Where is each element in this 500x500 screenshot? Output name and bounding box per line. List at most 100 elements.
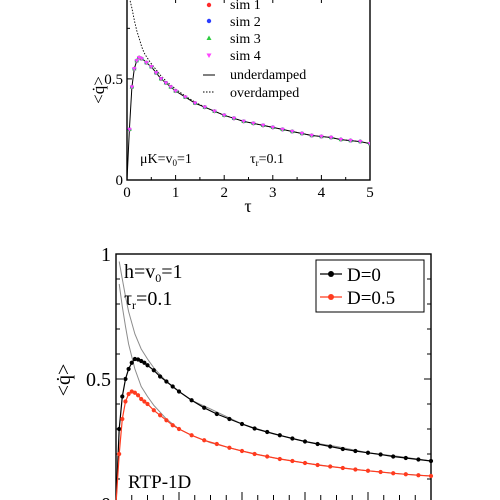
top-point-sim4 xyxy=(299,131,305,136)
top-point-sim4 xyxy=(168,85,173,90)
bottom-point-D=0 xyxy=(353,448,358,454)
bottom-point-D=0 xyxy=(139,358,144,364)
bottom-point-D=0.5 xyxy=(139,396,144,402)
bottom-point-D=0 xyxy=(142,360,147,365)
top-legend: sim 1 sim 2 sim 3 sim 4 underdamped over… xyxy=(203,0,306,101)
legend-label-overdamped: overdamped xyxy=(230,86,299,101)
bottom-point-D=0.5 xyxy=(176,426,182,432)
top-point-sim4 xyxy=(144,61,149,65)
bottom-point-D=0 xyxy=(428,458,434,464)
top-point-sim4 xyxy=(241,119,246,124)
bottom-y-tick-label: 0 xyxy=(101,494,111,500)
top-annotation-taur: τr=0.1 xyxy=(250,152,284,168)
top-xlabel: τ xyxy=(244,196,251,216)
bottom-point-D=0 xyxy=(120,394,125,399)
top-point-sim4 xyxy=(367,142,370,146)
bottom-point-D=0 xyxy=(227,416,232,422)
bottom-point-D=0 xyxy=(123,376,128,382)
top-point-sim4 xyxy=(136,56,142,60)
bottom-point-D=0 xyxy=(170,384,175,389)
top-point-sim4 xyxy=(338,137,344,142)
top-point-sim4 xyxy=(358,139,363,144)
bottom-point-D=0.5 xyxy=(145,401,150,407)
legend-marker-sim2 xyxy=(206,18,212,24)
top-point-sim4 xyxy=(163,81,169,86)
top-point-sim4 xyxy=(260,123,266,128)
top-point-sim4 xyxy=(158,77,164,82)
top-point-sim4 xyxy=(173,89,178,94)
top-point-sim4 xyxy=(139,57,144,61)
bottom-legend: D=0 D=0.5 xyxy=(315,259,425,313)
bottom-point-D=0.5 xyxy=(142,399,147,404)
top-series-line-overdamped xyxy=(129,0,370,145)
top-y-tick-label: 0.5 xyxy=(104,72,123,88)
bottom-point-D=0 xyxy=(214,411,219,417)
top-chart: 0 1 2 3 4 5 0 0.5 sim 1 sim 2 sim 3 sim 4 under… xyxy=(89,0,374,216)
bottom-series-layer xyxy=(115,261,434,500)
legend-label-underdamped: underdamped xyxy=(230,68,306,83)
bottom-point-D=0.5 xyxy=(117,451,122,457)
bottom-point-D=0.5 xyxy=(378,469,383,475)
legend-label-d05: D=0.5 xyxy=(347,288,395,309)
bottom-point-D=0.5 xyxy=(158,413,163,418)
bottom-legend-box xyxy=(315,259,425,313)
top-point-sim4 xyxy=(251,121,256,126)
bottom-point-D=0.5 xyxy=(120,416,125,422)
bottom-point-D=0.5 xyxy=(365,468,371,473)
top-annotation-muk: μK=v0=1 xyxy=(140,152,192,168)
bottom-point-D=0 xyxy=(340,446,345,452)
bottom-point-D=0.5 xyxy=(227,445,232,450)
bottom-annotation-rtp: RTP-1D xyxy=(128,472,191,493)
legend-label-d0: D=0 xyxy=(347,265,381,286)
bottom-annotation-h: h=v0=1 xyxy=(124,261,183,285)
bottom-point-D=0 xyxy=(176,389,182,394)
bottom-point-D=0 xyxy=(328,444,333,449)
top-x-tick-label: 0 xyxy=(123,185,131,201)
top-x-tick-label: 2 xyxy=(220,185,228,201)
bottom-point-D=0 xyxy=(145,363,150,368)
top-point-sim4 xyxy=(192,101,198,106)
bottom-point-D=0 xyxy=(151,368,156,373)
bottom-point-D=0.5 xyxy=(126,391,131,397)
bottom-point-D=0.5 xyxy=(340,465,345,471)
bottom-point-D=0.5 xyxy=(170,423,175,428)
bottom-point-D=0 xyxy=(277,433,282,438)
bottom-point-D=0.5 xyxy=(164,418,169,423)
bottom-point-D=0.5 xyxy=(277,456,282,462)
bottom-point-D=0.5 xyxy=(132,390,137,395)
bottom-point-D=0 xyxy=(378,452,383,457)
legend-label-sim1: sim 1 xyxy=(230,0,261,13)
top-point-sim4 xyxy=(129,85,135,90)
top-point-sim4 xyxy=(222,113,227,118)
bottom-y-tick-label: 1 xyxy=(101,244,111,266)
bottom-point-D=0.5 xyxy=(151,408,156,413)
bottom-point-D=0 xyxy=(239,421,245,427)
legend-marker-d05 xyxy=(328,294,334,300)
bottom-point-D=0.5 xyxy=(353,467,358,472)
top-point-sim4 xyxy=(183,95,188,100)
bottom-point-D=0.5 xyxy=(265,454,270,459)
bottom-point-D=0.5 xyxy=(416,473,421,478)
bottom-point-D=0.5 xyxy=(129,389,134,394)
bottom-point-D=0.5 xyxy=(290,458,295,464)
top-x-tick-label: 4 xyxy=(318,185,326,201)
bottom-chart: 00.51 D=0 D=0.5 h=v0=1 τr=0.1 RTP-1D <q̇… xyxy=(53,244,434,500)
top-point-sim4 xyxy=(132,67,137,71)
bottom-point-D=0.5 xyxy=(302,460,308,466)
bottom-point-D=0 xyxy=(126,366,131,372)
bottom-point-D=0 xyxy=(365,450,371,455)
bottom-point-D=0.5 xyxy=(123,399,128,404)
bottom-point-D=0 xyxy=(252,426,257,431)
top-point-sim4 xyxy=(348,138,353,143)
legend-marker-sim1 xyxy=(206,2,212,8)
legend-marker-sim3 xyxy=(206,35,212,40)
bottom-point-D=0.5 xyxy=(391,471,396,476)
bottom-point-D=0 xyxy=(135,357,141,362)
bottom-point-D=0 xyxy=(158,374,163,379)
bottom-point-D=0.5 xyxy=(328,464,333,469)
bottom-point-D=0 xyxy=(202,405,207,410)
bottom-ylabel-group: <q̇> xyxy=(53,364,75,397)
bottom-point-D=0 xyxy=(302,439,308,444)
bottom-point-D=0 xyxy=(129,360,134,365)
bottom-axis-ticks: 00.51 xyxy=(86,244,432,500)
